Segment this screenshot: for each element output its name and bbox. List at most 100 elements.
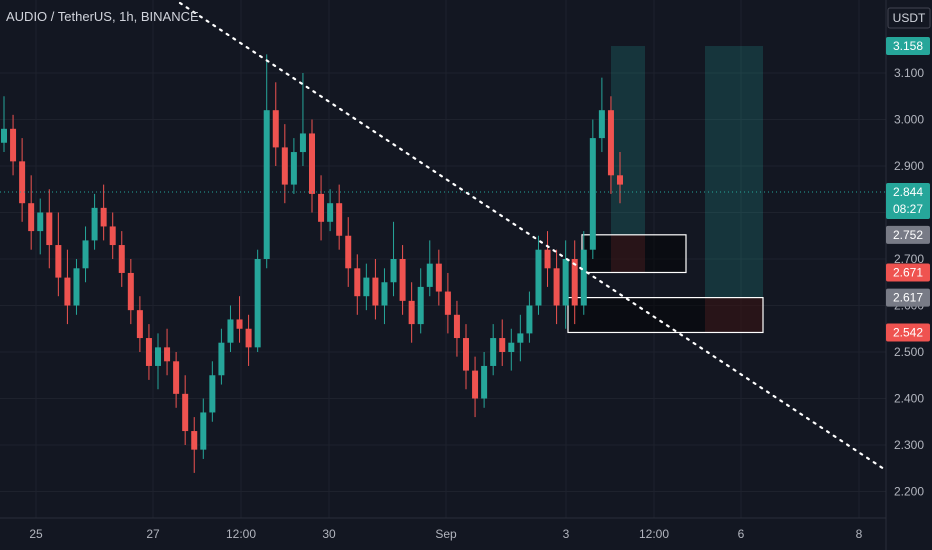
countdown-label: 08:27 [893,202,923,216]
price-tick-label: 3.000 [894,113,924,127]
candle-body [517,333,524,343]
candle-body [318,193,325,222]
candle-body [245,328,252,348]
candle-body [472,370,479,399]
candle-body [617,175,623,185]
candle-body [46,212,53,246]
candle-body [390,259,397,283]
candle-body [209,375,216,413]
candle-body [263,110,270,259]
candle-body [227,319,234,343]
candle-body [236,319,243,329]
price-tag-label: 2.542 [893,325,923,339]
price-tick-label: 2.200 [894,485,924,499]
price-tag-0[interactable] [886,37,930,56]
candle-body [136,310,143,339]
dotted-trendline[interactable] [178,1,886,471]
currency-label-box [887,7,931,29]
candle-body [182,393,189,432]
price-tag-1[interactable] [886,183,930,220]
time-tick-label: 6 [738,527,745,541]
candle-body [19,161,26,204]
time-tick-label: 25 [29,527,43,541]
candle-body [127,272,134,311]
price-axis[interactable]: 3.1003.0002.9002.8002.7002.6002.5002.400… [886,7,931,499]
candle-body [544,249,551,269]
candle-body [299,133,306,153]
price-tick-label: 2.700 [894,252,924,266]
time-axis[interactable]: 25 27 12:00 30 Sep 3 12:00 6 8 [29,527,862,541]
candle-body [191,431,198,450]
candle-body [417,286,424,325]
candle-body [399,259,406,301]
candle-body [426,263,433,287]
time-tick-label: 8 [856,527,863,541]
symbol-title: AUDIO / TetherUS, 1h, BINANCE [6,9,199,24]
price-tag-label: 2.671 [893,265,923,279]
position-zones[interactable] [567,46,764,334]
candle-body [290,152,297,185]
candle-body [444,291,451,315]
trendline[interactable] [178,1,886,471]
price-tick-label: 2.400 [894,392,924,406]
candle-body [91,207,98,241]
candle-body [309,133,315,194]
entry-box[interactable] [567,296,764,334]
candle-body [327,203,334,222]
candle-body [499,338,506,352]
price-tag-label: 2.752 [893,228,923,242]
candle-body [254,259,261,348]
candle-body [526,305,533,334]
candle-body [562,259,569,306]
candle-body [571,259,578,306]
price-tag-label: 2.844 [893,185,923,199]
candle-body [463,338,469,371]
candlestick-series [0,54,886,473]
candle-body [100,207,107,227]
candle-body [173,361,180,394]
candle-body [164,347,171,362]
price-tag-label: 3.158 [893,39,923,53]
candle-body [345,235,352,269]
candle-body [155,347,161,366]
entry-box[interactable] [581,234,687,274]
position-target-zone[interactable] [705,46,763,298]
candle-body [535,249,542,306]
candle-body [218,342,225,376]
price-tag-5[interactable] [886,323,930,342]
candle-body [109,226,116,246]
candle-body [28,203,35,232]
price-tag-2[interactable] [886,225,930,244]
time-tick-label: 12:00 [639,527,669,541]
price-tick-label: 2.300 [894,438,924,452]
candle-body [118,245,125,273]
price-tag-3[interactable] [886,263,930,282]
time-tick-label: 12:00 [226,527,256,541]
candle-body [553,268,560,306]
candle-body [381,282,388,306]
candle-body [435,263,442,292]
price-tick-label: 2.500 [894,345,924,359]
position-stop-zone[interactable] [611,234,645,273]
candle-body [363,277,370,297]
candle-body [64,277,71,306]
currency-label: USDT [893,11,926,25]
time-tick-label: 30 [322,527,336,541]
time-tick-label: Sep [435,527,457,541]
candle-body [10,128,17,162]
time-tick-label: 27 [146,527,160,541]
candle-body [508,342,515,352]
price-tag-4[interactable] [886,288,930,307]
candle-body [354,268,361,297]
position-target-zone[interactable] [611,46,645,235]
candle-body [1,128,7,143]
candle-body [145,338,152,366]
candle-body [607,110,614,176]
candle-body [200,412,207,450]
price-tick-label: 3.100 [894,66,924,80]
position-stop-zone[interactable] [705,297,763,333]
candle-body [372,277,379,306]
candle-body [73,268,80,306]
